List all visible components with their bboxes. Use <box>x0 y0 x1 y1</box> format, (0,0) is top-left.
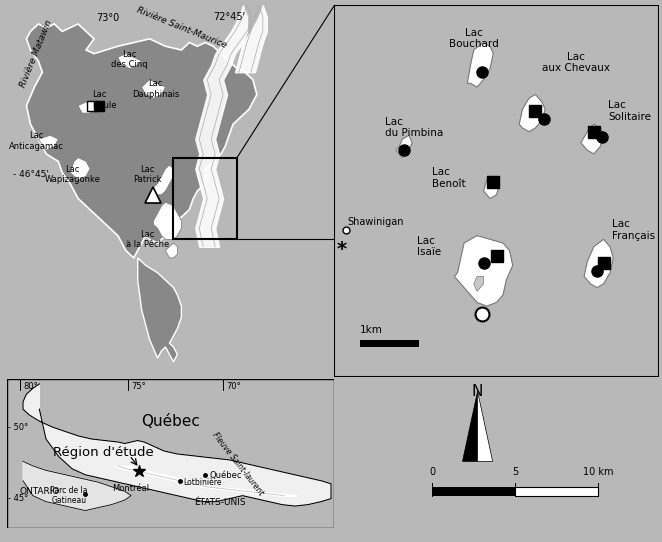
Text: 10 km: 10 km <box>583 467 614 477</box>
Polygon shape <box>477 391 493 461</box>
Bar <box>515 487 598 495</box>
Text: Lac
des Cinq: Lac des Cinq <box>111 49 148 69</box>
Text: - 45°: - 45° <box>8 494 28 503</box>
Text: N: N <box>472 384 483 399</box>
Text: Lac
Bouchard: Lac Bouchard <box>449 28 498 49</box>
Polygon shape <box>78 102 94 113</box>
Polygon shape <box>581 124 604 154</box>
Text: 0: 0 <box>429 467 436 477</box>
Text: Lac
du Pimbina: Lac du Pimbina <box>385 117 443 138</box>
Polygon shape <box>26 24 257 258</box>
Polygon shape <box>118 54 142 68</box>
Polygon shape <box>474 276 483 291</box>
Bar <box>432 487 515 495</box>
Text: 72°45': 72°45' <box>213 11 245 22</box>
Text: Lac
Patrick: Lac Patrick <box>133 165 162 184</box>
Text: Québec: Québec <box>210 471 242 480</box>
Polygon shape <box>454 236 513 306</box>
Text: 75°: 75° <box>131 382 146 391</box>
Text: Québec: Québec <box>141 414 200 429</box>
Text: Montréal: Montréal <box>113 485 150 493</box>
Text: Lac
Solitaire: Lac Solitaire <box>608 100 651 122</box>
Text: Rivière Saint-Maurice: Rivière Saint-Maurice <box>135 5 228 50</box>
Polygon shape <box>584 240 613 288</box>
Text: Lac
Anticagamac: Lac Anticagamac <box>9 131 64 151</box>
Polygon shape <box>154 202 181 240</box>
Text: Lac
Isaïe: Lac Isaïe <box>417 236 441 257</box>
Polygon shape <box>463 391 477 461</box>
Polygon shape <box>23 384 331 506</box>
Polygon shape <box>166 243 177 258</box>
Text: 5: 5 <box>512 467 518 477</box>
Text: 70°: 70° <box>226 382 241 391</box>
Text: - 46°45': - 46°45' <box>13 170 48 179</box>
Bar <box>360 339 418 347</box>
Text: Rivière Matawin: Rivière Matawin <box>19 18 54 89</box>
Polygon shape <box>519 94 545 132</box>
Text: Shawinigan: Shawinigan <box>348 217 404 227</box>
Text: Lac
Dauphinais: Lac Dauphinais <box>132 79 179 99</box>
Text: *: * <box>336 240 347 259</box>
Text: Région d'étude: Région d'étude <box>53 446 154 459</box>
Bar <box>173 158 237 240</box>
Text: - 50°: - 50° <box>8 423 28 431</box>
Polygon shape <box>396 136 412 158</box>
Text: Lac
aux Chevaux: Lac aux Chevaux <box>542 52 610 73</box>
Text: Fleuve Saint-laurent: Fleuve Saint-laurent <box>211 430 265 497</box>
Text: Lac
à la Pêche: Lac à la Pêche <box>126 230 169 249</box>
Polygon shape <box>138 258 181 362</box>
Polygon shape <box>23 461 131 511</box>
Polygon shape <box>142 80 166 98</box>
Text: ONTARIO: ONTARIO <box>19 487 60 496</box>
Text: Lac
Houle: Lac Houle <box>92 91 117 110</box>
Polygon shape <box>483 176 500 198</box>
Text: Lotbinière: Lotbinière <box>183 478 222 487</box>
Polygon shape <box>38 136 58 150</box>
Text: ÉTATS-UNIS: ÉTATS-UNIS <box>194 498 246 507</box>
Polygon shape <box>70 158 90 180</box>
Text: 80°: 80° <box>23 382 38 391</box>
Text: Lac
Français: Lac Français <box>612 219 655 241</box>
Text: Lac
Benoît: Lac Benoît <box>432 167 465 189</box>
Text: 73°0: 73°0 <box>96 14 120 23</box>
Polygon shape <box>154 165 173 195</box>
Text: Lac
Wapizagonke: Lac Wapizagonke <box>44 165 100 184</box>
Polygon shape <box>467 43 493 87</box>
Text: Parc de la
Gatineau: Parc de la Gatineau <box>50 486 87 505</box>
Text: 1km: 1km <box>360 325 383 335</box>
